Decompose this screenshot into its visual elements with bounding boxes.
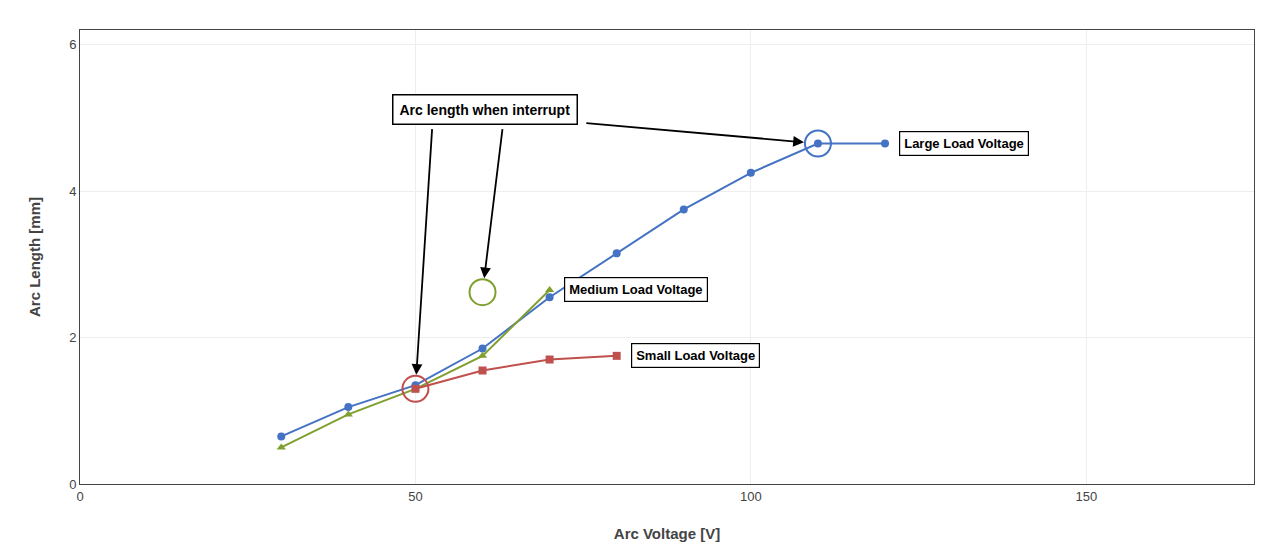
svg-text:50: 50 [408, 489, 422, 504]
svg-text:Large Load Voltage: Large Load Voltage [904, 136, 1024, 151]
svg-text:Arc length when interrupt: Arc length when interrupt [400, 102, 571, 118]
svg-text:Medium Load Voltage: Medium Load Voltage [569, 282, 702, 297]
svg-text:6: 6 [69, 37, 76, 52]
svg-text:4: 4 [69, 184, 76, 199]
svg-text:Small Load Voltage: Small Load Voltage [636, 348, 755, 363]
svg-text:Arc Length [mm]: Arc Length [mm] [26, 197, 43, 317]
svg-text:0: 0 [69, 477, 76, 492]
svg-text:Arc Voltage [V]: Arc Voltage [V] [614, 525, 720, 542]
svg-text:0: 0 [76, 489, 83, 504]
svg-text:150: 150 [1075, 489, 1097, 504]
svg-text:2: 2 [69, 330, 76, 345]
svg-text:100: 100 [740, 489, 762, 504]
